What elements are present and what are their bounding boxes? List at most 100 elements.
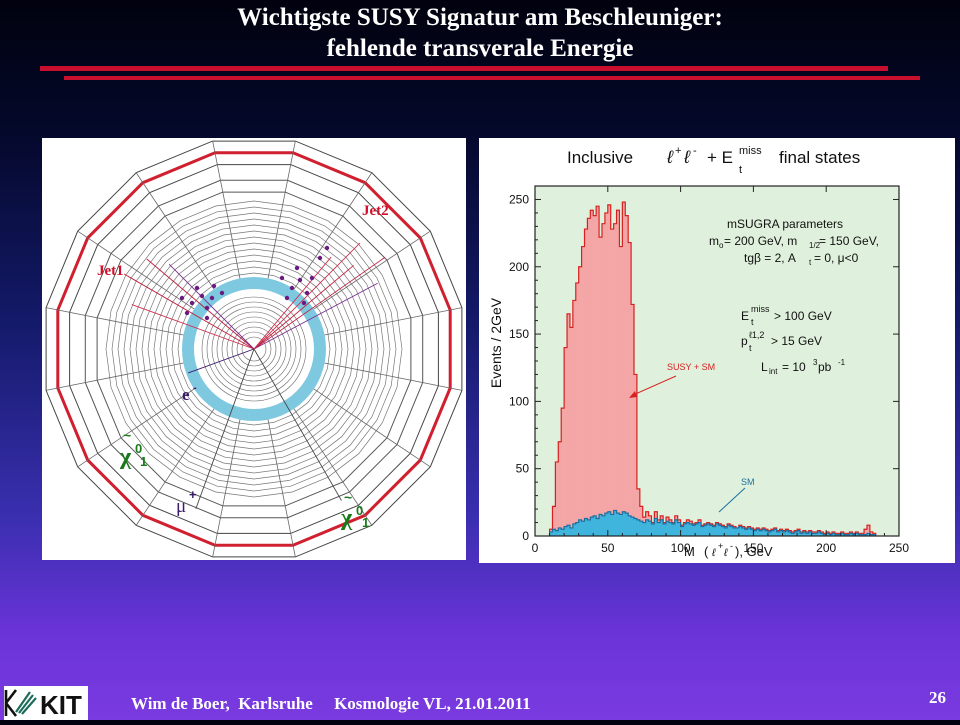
histogram-bar — [703, 525, 708, 536]
cut-1-miss: miss — [751, 304, 770, 314]
histogram-bar — [826, 533, 830, 536]
histogram-bar — [616, 513, 620, 536]
histogram-bar — [596, 518, 600, 536]
histogram-bar — [724, 527, 728, 536]
histogram-bar — [567, 525, 571, 536]
histogram-bar — [666, 521, 670, 536]
track — [253, 282, 378, 350]
histogram-bar — [610, 229, 614, 537]
histogram-bar — [634, 374, 638, 536]
y-axis-label: Events / 2GeV — [488, 297, 504, 388]
detector-spoke — [77, 384, 202, 468]
histogram-bar — [866, 525, 871, 536]
histogram-bar — [741, 527, 745, 536]
histogram-bar — [555, 461, 559, 536]
cut-3-int: int — [769, 367, 778, 376]
histogram-bar — [642, 522, 646, 536]
detector-spoke — [316, 361, 463, 391]
detector-spoke — [77, 230, 202, 314]
histogram-bar — [747, 527, 751, 536]
histogram-bar — [698, 522, 702, 536]
histogram-bar — [866, 533, 871, 536]
histogram-bar — [607, 511, 612, 536]
detector-spoke — [316, 307, 463, 337]
histogram-bar — [581, 246, 585, 537]
histogram-bar — [628, 242, 632, 536]
histogram-bar — [584, 229, 588, 537]
histogram-bar — [861, 534, 865, 536]
track — [253, 242, 361, 350]
param-line-1-m: m — [709, 234, 719, 248]
muon-sign: + — [189, 487, 197, 502]
track — [195, 348, 255, 509]
histogram-bar — [744, 529, 748, 536]
histogram-bar — [631, 304, 635, 536]
detector-spoke — [135, 401, 219, 526]
histogram-bar — [718, 525, 722, 536]
histogram-bar — [791, 533, 795, 536]
histogram-bar — [872, 534, 877, 536]
event-display-panel: Jet1 Jet2 e - μ + ~ χ 0 1 ~ χ 0 1 — [42, 138, 466, 560]
neutralino-left-sup: 0 — [135, 441, 142, 456]
histogram-bar — [843, 534, 847, 536]
chart-title-l2: ℓ — [683, 147, 691, 167]
histogram-bar — [613, 223, 617, 536]
histogram-bar — [738, 526, 743, 536]
histogram-bar — [668, 522, 673, 536]
inner-tracker-ring — [236, 331, 272, 367]
cut-3-l: L — [761, 360, 768, 374]
title-line-1: Wichtigste SUSY Signatur am Beschleunige… — [237, 4, 723, 31]
x-axis-label-open: ( — [704, 544, 709, 559]
histogram-bar — [564, 347, 568, 536]
histogram-bar — [587, 218, 591, 537]
histogram-bar — [840, 533, 844, 536]
detector-spoke — [45, 307, 192, 337]
calorimeter-hit — [204, 315, 210, 321]
x-tick-label: 50 — [601, 541, 615, 555]
x-axis-label-m: M — [684, 544, 695, 559]
histogram-bar — [846, 534, 850, 536]
histogram-bar — [692, 525, 696, 536]
histogram-bar — [558, 441, 562, 536]
histogram-bar — [834, 534, 839, 536]
detector-spoke — [45, 361, 192, 391]
x-axis-label-l1: ℓ — [711, 547, 716, 559]
histogram-bar — [802, 531, 807, 536]
x-tick-label: 0 — [532, 541, 539, 555]
histogram-bar — [663, 523, 667, 536]
title-line-2: fehlende transverale Energie — [326, 35, 634, 62]
histogram-bar — [869, 531, 874, 536]
histogram-bar — [552, 506, 556, 536]
histogram-bar — [561, 408, 565, 536]
histogram-bar — [811, 533, 815, 536]
histogram-bar — [805, 533, 810, 536]
histogram-bar — [634, 518, 638, 536]
histogram-bar — [829, 534, 833, 536]
track — [253, 348, 342, 501]
histogram-bar — [619, 246, 623, 537]
x-axis-label-rest: ), GeV — [735, 544, 773, 559]
track — [168, 263, 255, 350]
track — [146, 258, 255, 350]
histogram-bar — [799, 533, 804, 536]
histogram-bar — [680, 526, 684, 536]
calorimeter-hit — [304, 290, 310, 296]
detector-spoke — [135, 172, 219, 297]
histogram-bar — [601, 223, 606, 536]
histogram-bar — [631, 517, 635, 536]
histogram-bar — [651, 523, 655, 536]
footer-author: Wim de Boer, — [131, 694, 230, 713]
jet1-label: Jet1 — [97, 263, 124, 279]
histogram-bar — [604, 513, 609, 536]
histogram-bar — [756, 529, 760, 536]
histogram-bar — [858, 534, 862, 536]
histogram-bar — [587, 519, 591, 536]
histogram-bar — [604, 212, 609, 536]
histogram-bar — [767, 531, 772, 536]
footer-place: Karlsruhe — [238, 694, 313, 713]
neutralino-left-label: χ — [119, 444, 132, 470]
histogram-bar — [569, 527, 574, 536]
histogram-bar — [750, 529, 754, 536]
y-tick-label: 0 — [522, 529, 529, 543]
histogram-bar — [593, 515, 597, 536]
